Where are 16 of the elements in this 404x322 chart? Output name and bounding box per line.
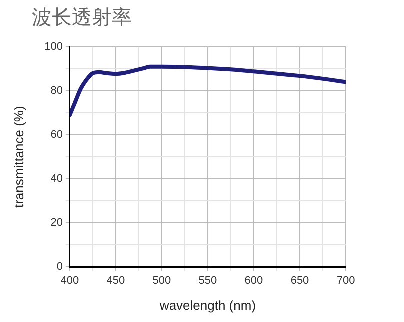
chart-title: 波长透射率 — [32, 4, 132, 31]
y-tick-label: 0 — [56, 261, 63, 274]
x-tick-label: 650 — [290, 274, 310, 287]
x-tick-label: 600 — [244, 274, 264, 287]
x-tick-label: 500 — [152, 274, 172, 287]
y-tick-label: 60 — [50, 129, 63, 142]
y-tick-label: 100 — [44, 41, 63, 54]
y-tick-label: 80 — [50, 85, 63, 98]
x-tick-label: 700 — [336, 274, 356, 287]
x-axis-title: wavelength (nm) — [158, 298, 256, 313]
x-tick-label: 450 — [106, 274, 126, 287]
x-tick-label: 400 — [60, 274, 80, 287]
y-axis-title: transmittance (%) — [11, 106, 26, 208]
y-tick-label: 20 — [50, 217, 63, 230]
x-tick-label: 550 — [198, 274, 218, 287]
y-tick-label: 40 — [50, 173, 63, 186]
